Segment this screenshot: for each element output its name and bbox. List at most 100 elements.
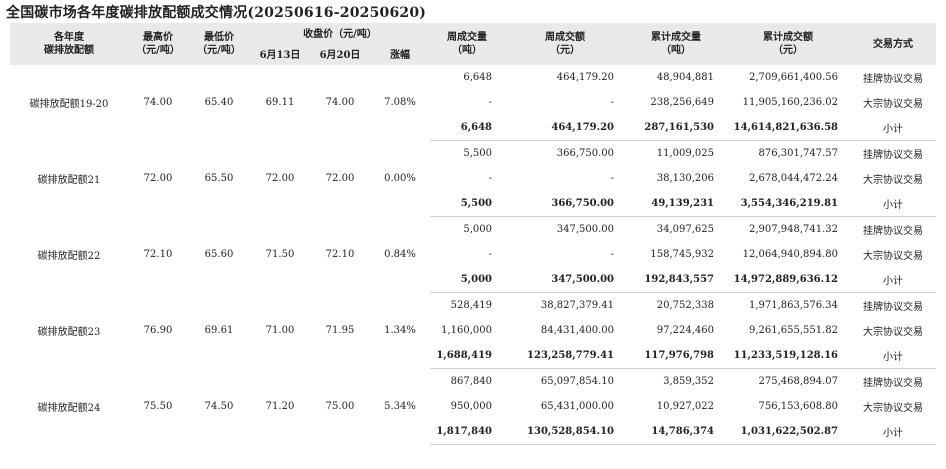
trade-method: 挂牌协议交易 bbox=[863, 150, 924, 161]
table-row: - - 158,745,932 12,064,940,894.80 大宗协议交易 bbox=[10, 242, 936, 267]
close-d1: 71.20 bbox=[265, 401, 295, 412]
cum-volume: 49,139,231 bbox=[626, 191, 727, 217]
cum-volume: 38,130,206 bbox=[656, 173, 715, 184]
header-week-amount-line1: 周成交额 bbox=[545, 32, 586, 43]
cum-amount: 3,554,346,219.81 bbox=[726, 191, 851, 217]
close-d2: 75.00 bbox=[325, 401, 355, 412]
week-volume: 5,500 bbox=[463, 148, 493, 159]
cum-volume: 14,786,374 bbox=[626, 419, 727, 445]
cum-volume: 20,752,338 bbox=[656, 300, 715, 311]
subtotal-row: 6,648 464,179.20 287,161,530 14,614,821,… bbox=[10, 115, 937, 141]
header-week-amount-line2: （元） bbox=[550, 45, 581, 56]
trade-method: 大宗协议交易 bbox=[863, 403, 924, 414]
cum-volume: 11,009,025 bbox=[656, 148, 715, 159]
week-amount: 366,750.00 bbox=[556, 148, 615, 159]
change: 0.84% bbox=[384, 249, 416, 260]
cum-amount: 12,064,940,894.80 bbox=[742, 249, 839, 260]
trade-method: 小计 bbox=[850, 267, 937, 293]
trade-method: 大宗协议交易 bbox=[863, 327, 924, 338]
week-amount: 38,827,379.41 bbox=[540, 300, 615, 311]
table-row: 1,160,000 84,431,400.00 97,224,460 9,261… bbox=[10, 318, 936, 343]
header-low-line1: 最低价 bbox=[204, 32, 234, 43]
week-amount: - bbox=[610, 173, 615, 184]
subtotal-row: 1,688,419 123,258,779.41 117,976,798 11,… bbox=[10, 343, 937, 369]
cum-volume: 3,859,352 bbox=[663, 376, 715, 387]
vintage-name: 碳排放配额21 bbox=[37, 175, 101, 186]
trade-method: 大宗协议交易 bbox=[863, 99, 924, 110]
cum-volume: 34,097,625 bbox=[656, 224, 715, 235]
page-title: 全国碳市场各年度碳排放配额成交情况(20250616-20250620) bbox=[6, 5, 427, 21]
week-amount: 123,258,779.41 bbox=[504, 343, 627, 369]
week-amount: - bbox=[610, 249, 615, 260]
close-d2: 71.95 bbox=[325, 325, 355, 336]
header-method: 交易方式 bbox=[850, 23, 937, 65]
trade-method: 小计 bbox=[850, 343, 937, 369]
change: 7.08% bbox=[384, 97, 416, 109]
week-volume: - bbox=[488, 97, 493, 108]
week-volume: 950,000 bbox=[450, 401, 493, 412]
header-low-line2: （元/吨） bbox=[197, 45, 241, 56]
week-volume: 867,840 bbox=[450, 376, 493, 387]
header-low: 最低价 （元/吨） bbox=[188, 23, 250, 65]
week-amount: 366,750.00 bbox=[504, 191, 627, 217]
low-price: 65.60 bbox=[204, 249, 234, 260]
header-week-amount: 周成交额 （元） bbox=[504, 23, 627, 65]
trade-method: 挂牌协议交易 bbox=[863, 302, 924, 313]
week-amount: 464,179.20 bbox=[556, 72, 615, 83]
vintage-name: 碳排放配额24 bbox=[37, 403, 101, 414]
week-amount: 130,528,854.10 bbox=[504, 419, 627, 445]
cum-amount: 2,709,661,400.56 bbox=[748, 72, 839, 83]
cum-volume: 192,843,557 bbox=[626, 267, 727, 293]
trade-method: 小计 bbox=[850, 191, 937, 217]
high-price: 75.50 bbox=[143, 401, 173, 412]
vintage-name: 碳排放配额22 bbox=[37, 251, 101, 262]
cum-volume: 97,224,460 bbox=[656, 325, 715, 336]
cum-amount: 275,468,894.07 bbox=[758, 376, 839, 387]
table-header: 各年度 碳排放配额 最高价 （元/吨） 最低价 （元/吨） 收盘价（元/吨） 周… bbox=[10, 23, 937, 65]
header-cum-amount-line1: 累计成交额 bbox=[763, 32, 814, 43]
close-d2: 72.00 bbox=[325, 173, 355, 184]
cum-amount: 1,031,622,502.87 bbox=[726, 419, 851, 445]
header-cum-amount-line2: （元） bbox=[773, 45, 804, 56]
table-row: 碳排放配额23 76.90 69.61 71.00 71.95 1.34% 52… bbox=[10, 293, 936, 338]
change: 0.00% bbox=[384, 173, 416, 184]
table-row: - - 238,256,649 11,905,160,236.02 大宗协议交易 bbox=[10, 90, 936, 115]
header-week-volume-line2: （吨） bbox=[452, 45, 483, 56]
cum-amount: 2,678,044,472.24 bbox=[748, 173, 839, 184]
cum-volume: 158,745,932 bbox=[650, 249, 715, 260]
table-row: 碳排放配额21 72.00 65.50 72.00 72.00 0.00% 5,… bbox=[10, 141, 936, 186]
high-price: 74.00 bbox=[143, 97, 173, 109]
week-amount: 464,179.20 bbox=[504, 115, 627, 141]
cum-volume: 117,976,798 bbox=[626, 343, 727, 369]
header-vintage: 各年度 碳排放配额 bbox=[10, 23, 128, 65]
table-row: 碳排放配额19-20 74.00 65.40 69.11 74.00 7.08%… bbox=[10, 65, 936, 110]
header-cum-amount: 累计成交额 （元） bbox=[726, 23, 851, 65]
week-amount: 347,500.00 bbox=[556, 224, 615, 235]
trading-table: 各年度 碳排放配额 最高价 （元/吨） 最低价 （元/吨） 收盘价（元/吨） 周… bbox=[10, 23, 937, 445]
table-row: 碳排放配额22 72.10 65.60 71.50 72.10 0.84% 5,… bbox=[10, 217, 936, 262]
vintage-name: 碳排放配额19-20 bbox=[29, 99, 109, 111]
trade-method: 大宗协议交易 bbox=[863, 175, 924, 186]
header-high-line2: （元/吨） bbox=[136, 45, 180, 56]
header-week-volume: 周成交量 （吨） bbox=[430, 23, 505, 65]
header-vintage-line1: 各年度 bbox=[54, 32, 84, 43]
week-amount: 84,431,400.00 bbox=[540, 325, 615, 336]
table-body: 碳排放配额19-20 74.00 65.40 69.11 74.00 7.08%… bbox=[10, 65, 937, 445]
high-price: 72.00 bbox=[143, 173, 173, 184]
close-d1: 71.50 bbox=[265, 249, 295, 260]
header-high-line1: 最高价 bbox=[143, 32, 173, 43]
low-price: 74.50 bbox=[204, 401, 234, 412]
cum-amount: 2,907,948,741.32 bbox=[748, 224, 839, 235]
header-week-volume-line1: 周成交量 bbox=[447, 32, 488, 43]
cum-amount: 11,905,160,236.02 bbox=[742, 97, 839, 108]
vintage-name: 碳排放配额23 bbox=[37, 327, 101, 338]
high-price: 72.10 bbox=[143, 249, 173, 260]
change: 1.34% bbox=[384, 325, 416, 336]
week-volume: 1,160,000 bbox=[441, 325, 493, 336]
week-volume: 5,000 bbox=[430, 267, 505, 293]
cum-amount: 756,153,608.80 bbox=[758, 401, 839, 412]
low-price: 65.40 bbox=[204, 97, 234, 109]
cum-volume: 48,904,881 bbox=[656, 72, 715, 83]
header-cum-volume-line2: （吨） bbox=[661, 45, 692, 56]
low-price: 65.50 bbox=[204, 173, 234, 184]
